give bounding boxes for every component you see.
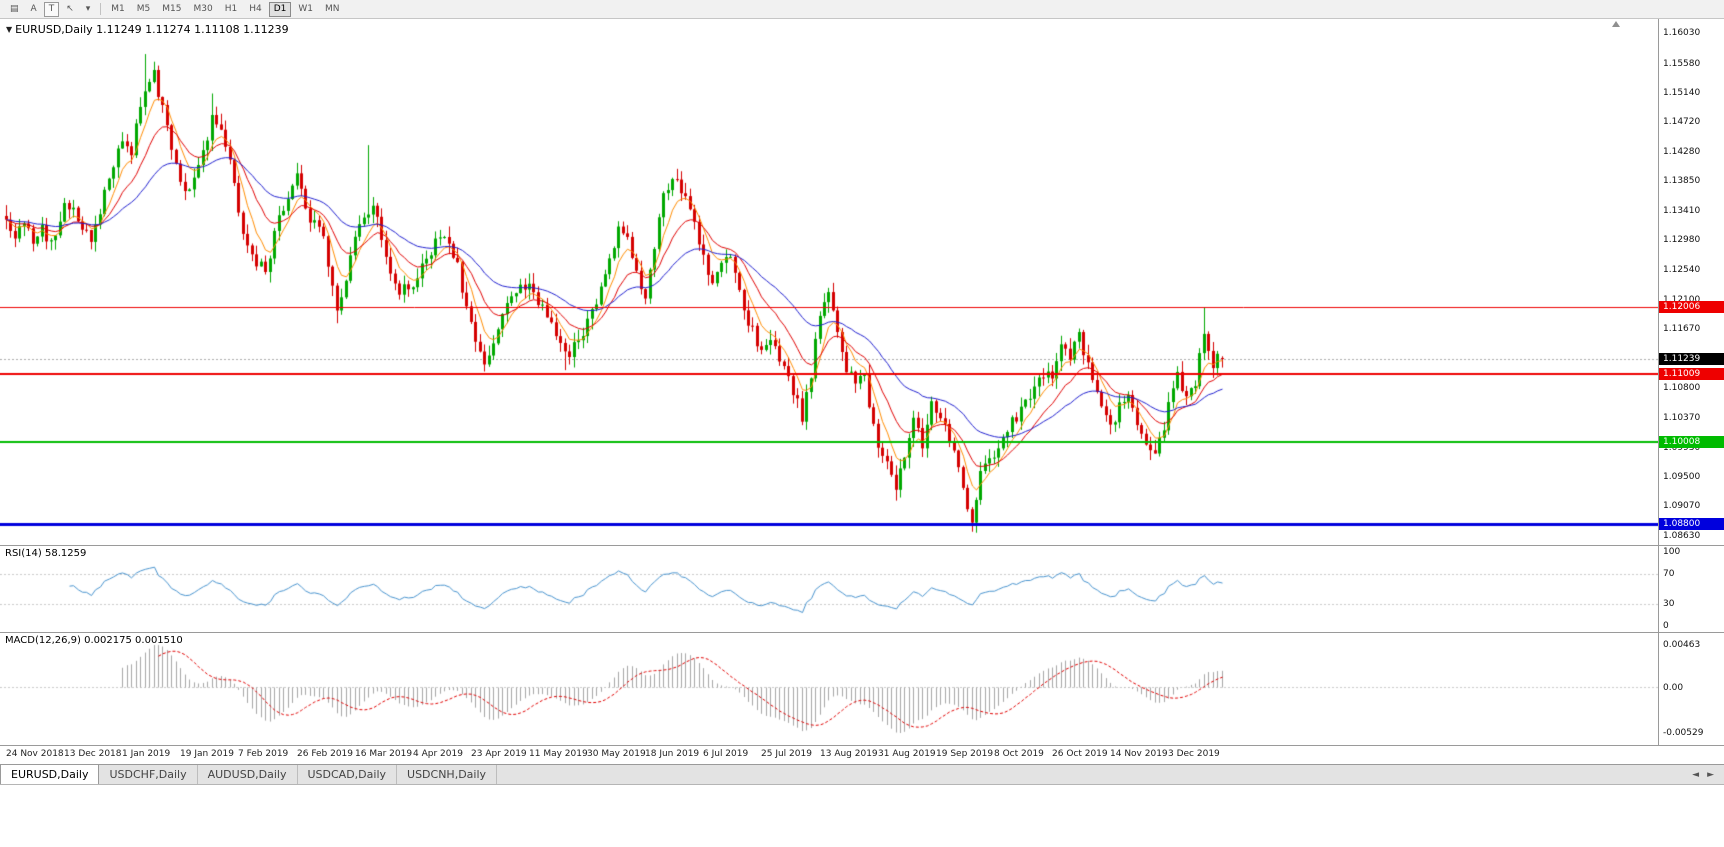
price-tick-label: 1.13850 bbox=[1663, 176, 1701, 187]
date-axis-label: 26 Feb 2019 bbox=[297, 749, 354, 759]
macd-tick-label: 0.00 bbox=[1663, 682, 1684, 693]
date-axis-label: 13 Dec 2018 bbox=[64, 749, 122, 759]
date-axis-label: 26 Oct 2019 bbox=[1052, 749, 1108, 759]
price-chart-canvas[interactable] bbox=[0, 19, 1658, 545]
chart-toolbar: ▤ A T ↖ ▾ M1 M5 M15 M30 H1 H4 D1 W1 MN bbox=[0, 0, 1724, 19]
macd-tick-label: 0.00463 bbox=[1663, 640, 1701, 650]
chart-tabs: EURUSD,Daily USDCHF,Daily AUDUSD,Daily USDC… bbox=[0, 765, 498, 784]
macd-values: 0.002175 0.001510 bbox=[84, 635, 183, 646]
price-tick-label: 1.09500 bbox=[1663, 471, 1701, 482]
rsi-tick-label: 0 bbox=[1663, 621, 1669, 631]
timeframe-button-h1[interactable]: H1 bbox=[224, 3, 238, 14]
price-tick-label: 1.08630 bbox=[1663, 530, 1701, 541]
chart-tab-eurusd-daily[interactable]: EURUSD,Daily bbox=[0, 765, 100, 784]
rsi-tick-label: 30 bbox=[1663, 598, 1675, 609]
chart-tab-usdchf-daily[interactable]: USDCHF,Daily bbox=[99, 765, 198, 784]
tools-dropdown-caret[interactable]: ▾ bbox=[85, 3, 91, 14]
macd-indicator-pane: MACD(12,26,9) 0.002175 0.001510 0.00463 0… bbox=[0, 633, 1724, 746]
chart-tab-usdcad-daily[interactable]: USDCAD,Daily bbox=[298, 765, 398, 784]
date-axis-label: 24 Nov 2018 bbox=[6, 749, 64, 759]
macd-axis: 0.00463 0.00 -0.00529 bbox=[1658, 633, 1724, 745]
chart-tab-usdcnh-daily[interactable]: USDCNH,Daily bbox=[397, 765, 498, 784]
price-tick-label: 1.15580 bbox=[1663, 58, 1701, 69]
timeframe-button-m30[interactable]: M30 bbox=[193, 3, 213, 14]
timeframe-button-mn[interactable]: MN bbox=[324, 3, 340, 14]
date-axis[interactable]: 24 Nov 2018 13 Dec 2018 1 Jan 2019 19 Jan 2… bbox=[0, 746, 1724, 765]
date-axis-label: 8 Oct 2019 bbox=[994, 749, 1044, 759]
price-tick-label: 1.12980 bbox=[1663, 235, 1701, 246]
chart-tab-bar: EURUSD,Daily USDCHF,Daily AUDUSD,Daily USDC… bbox=[0, 765, 1724, 785]
price-tick-label: 1.10370 bbox=[1663, 412, 1701, 423]
price-tick-label: 1.09070 bbox=[1663, 501, 1701, 512]
date-axis-label: 16 Mar 2019 bbox=[355, 749, 413, 759]
chart-shift-marker-icon[interactable] bbox=[1612, 21, 1620, 27]
date-axis-label: 25 Jul 2019 bbox=[761, 749, 812, 759]
macd-indicator-canvas[interactable] bbox=[0, 633, 1658, 745]
date-axis-label: 13 Aug 2019 bbox=[820, 749, 878, 759]
timeframe-button-d1[interactable]: D1 bbox=[268, 1, 292, 17]
rsi-indicator-canvas[interactable] bbox=[0, 546, 1658, 632]
rsi-tick-label: 100 bbox=[1663, 547, 1681, 557]
price-tick-label: 1.10800 bbox=[1663, 383, 1701, 394]
text-tool-button[interactable]: T bbox=[43, 1, 60, 17]
price-axis[interactable]: 1.16030 1.15580 1.15140 1.14720 1.14280 1.138… bbox=[1658, 19, 1724, 545]
price-tick-label: 1.12540 bbox=[1663, 265, 1701, 276]
chart-tab-audusd-daily[interactable]: AUDUSD,Daily bbox=[198, 765, 298, 784]
price-tick-label: 1.13410 bbox=[1663, 206, 1701, 217]
date-axis-label: 7 Feb 2019 bbox=[238, 749, 289, 759]
current-price-label: 1.11239 bbox=[1659, 352, 1724, 365]
price-tick-label: 1.15140 bbox=[1663, 88, 1701, 99]
date-axis-label: 6 Jul 2019 bbox=[703, 749, 749, 759]
rsi-axis: 100 70 30 0 bbox=[1658, 546, 1724, 632]
timeframe-button-m15[interactable]: M15 bbox=[162, 3, 182, 14]
chart-title: ▼ EURUSD,Daily 1.11249 1.11274 1.11108 1.… bbox=[6, 23, 289, 36]
timeframe-button-w1[interactable]: W1 bbox=[298, 3, 313, 14]
rsi-tick-label: 70 bbox=[1663, 569, 1675, 580]
timeframe-button-h4[interactable]: H4 bbox=[249, 3, 262, 14]
timeframe-button-m5[interactable]: M5 bbox=[136, 3, 151, 14]
price-chart-pane: ▼ EURUSD,Daily 1.11249 1.11274 1.11108 1.… bbox=[0, 19, 1724, 546]
price-tick-label: 1.12100 bbox=[1663, 295, 1700, 305]
price-tick-label: 1.11670 bbox=[1663, 324, 1701, 335]
hline-price-label: 1.12006 bbox=[1659, 300, 1724, 313]
macd-indicator-label: MACD(12,26,9) 0.002175 0.001510 bbox=[5, 635, 183, 646]
chart-symbol-label: EURUSD,Daily bbox=[15, 23, 93, 36]
hline-price-label: 1.11009 bbox=[1659, 368, 1724, 381]
date-axis-label: 23 Apr 2019 bbox=[471, 749, 527, 759]
tab-scroll-arrows: ◄ ► bbox=[1682, 765, 1724, 784]
date-axis-label: 18 Jun 2019 bbox=[645, 749, 700, 759]
rsi-value: 58.1259 bbox=[44, 548, 87, 559]
window-empty-area bbox=[0, 785, 1724, 847]
date-axis-label: 31 Aug 2019 bbox=[878, 749, 936, 759]
date-axis-label: 14 Nov 2019 bbox=[1110, 749, 1168, 759]
price-tick-label: 1.14280 bbox=[1663, 146, 1701, 157]
chart-collapse-icon[interactable]: ▼ bbox=[6, 25, 13, 34]
chart-ohlc-readout: 1.11249 1.11274 1.11108 1.11239 bbox=[96, 23, 289, 36]
date-axis-label: 3 Dec 2019 bbox=[1168, 749, 1220, 759]
hline-price-label: 1.08800 bbox=[1659, 518, 1724, 531]
hline-price-label: 1.10008 bbox=[1659, 436, 1724, 449]
date-axis-label: 1 Jan 2019 bbox=[122, 749, 171, 759]
date-axis-label: 19 Sep 2019 bbox=[936, 749, 994, 759]
timeframe-button-m1[interactable]: M1 bbox=[111, 3, 125, 14]
macd-tick-label: -0.00529 bbox=[1663, 728, 1704, 738]
price-tick-label: 1.16030 bbox=[1663, 28, 1701, 38]
chart-list-icon[interactable]: ▤ bbox=[10, 3, 19, 14]
timeframe-buttons-group: M1 M5 M15 M30 H1 H4 D1 W1 MN bbox=[105, 1, 345, 17]
arrow-tool-button[interactable]: A bbox=[30, 3, 37, 14]
toolbar-separator bbox=[100, 3, 102, 15]
rsi-indicator-pane: RSI(14) 58.1259 100 70 30 0 bbox=[0, 546, 1724, 633]
drawing-tools-group: ▤ A T ↖ ▾ bbox=[4, 1, 96, 17]
date-axis-label: 30 May 2019 bbox=[587, 749, 646, 759]
date-axis-label: 19 Jan 2019 bbox=[180, 749, 234, 759]
tab-scroll-left-icon[interactable]: ◄ bbox=[1692, 769, 1700, 780]
date-axis-label: 11 May 2019 bbox=[529, 749, 588, 759]
rsi-indicator-label: RSI(14) 58.1259 bbox=[5, 548, 87, 559]
tab-scroll-right-icon[interactable]: ► bbox=[1707, 769, 1714, 780]
price-tick-label: 1.14720 bbox=[1663, 117, 1701, 128]
cursor-tool-icon[interactable]: ↖ bbox=[66, 3, 74, 14]
date-axis-label: 4 Apr 2019 bbox=[413, 749, 463, 759]
